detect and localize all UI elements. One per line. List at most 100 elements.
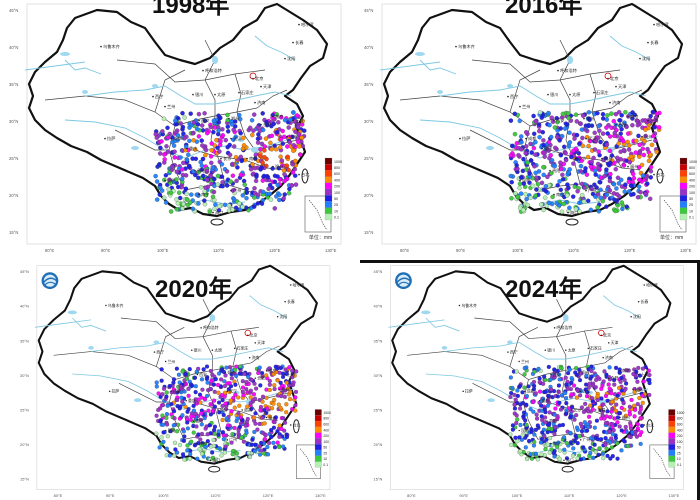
legend-swatch <box>314 409 322 416</box>
lat-tick: 30°N <box>374 373 383 378</box>
legend-swatch <box>679 207 688 214</box>
place-label: 济南 <box>612 99 620 106</box>
place-label: 郑州 <box>231 115 239 122</box>
legend-swatch <box>324 170 333 177</box>
lon-tick: 120°E <box>616 493 627 498</box>
place-label: 哈尔滨 <box>646 282 658 287</box>
place-label: 成都 <box>173 389 181 394</box>
river <box>64 59 102 75</box>
province-boundary <box>193 401 278 421</box>
place-label: 台北 <box>646 422 654 427</box>
place-label: 重庆 <box>544 145 553 152</box>
place-label: 西安 <box>199 372 207 377</box>
place-label: 哈尔滨 <box>301 21 314 28</box>
river <box>439 85 647 105</box>
legend-label: 800 <box>677 417 683 421</box>
lat-tick: 45°N <box>364 8 373 13</box>
place-label: 合肥 <box>257 376 265 381</box>
legend-label: 800 <box>334 166 340 170</box>
legend-label: 25 <box>334 203 338 207</box>
lon-tick: 130°E <box>315 493 326 498</box>
place-label: 海口 <box>570 209 578 216</box>
place-label: 太原 <box>572 91 580 98</box>
place-label: 太原 <box>214 348 222 353</box>
place-label: 重庆 <box>188 398 196 403</box>
place-label: 拉萨 <box>465 389 473 394</box>
place-label: 天津 <box>611 340 619 345</box>
legend-swatch <box>679 201 688 208</box>
place-label: 合肥 <box>618 121 627 128</box>
lat-tick: 45°N <box>20 269 29 274</box>
lon-tick: 120°E <box>263 493 274 498</box>
place-label: 杭州 <box>644 133 652 140</box>
lon-tick: 100°E <box>512 493 523 498</box>
province-boundary <box>256 89 288 109</box>
legend-swatch <box>314 444 322 451</box>
province-boundary <box>156 327 185 367</box>
place-label: 兰州 <box>521 359 529 364</box>
province-boundary <box>116 59 266 83</box>
map-panel-2: 乌鲁木齐 呼和浩特 北京 天津 沈阳 长春 哈尔滨 石家庄 太原 济南 西宁 兰州 银川 西安 郑州 合肥 南京… <box>360 0 700 255</box>
place-label: 长春 <box>287 299 295 304</box>
lon-tick: 90°E <box>459 493 468 498</box>
lat-tick: 25°N <box>9 156 18 161</box>
place-label: 兰州 <box>168 359 176 364</box>
place-label: 南昌 <box>244 407 252 412</box>
legend-label: 600 <box>323 423 329 427</box>
legend-label: 25 <box>323 451 327 455</box>
legend-swatch <box>679 176 688 183</box>
unit-label: 单位：mm <box>308 235 333 241</box>
legend: 1000 800 600 400 200 100 50 25 10 0.1 <box>324 157 342 221</box>
legend-swatch <box>679 164 688 171</box>
legend-label: 100 <box>334 191 340 195</box>
place-label: 南京 <box>268 368 276 373</box>
river <box>425 317 460 332</box>
place-label: 天津 <box>257 340 265 345</box>
province-boundary <box>230 330 237 367</box>
province-boundary <box>44 95 176 127</box>
province-boundary <box>559 79 571 116</box>
legend-swatch <box>668 438 676 445</box>
place-label: 台北 <box>293 422 301 427</box>
lat-tick: 40°N <box>9 45 18 50</box>
place-label: 呼和浩特 <box>560 67 577 74</box>
legend-swatch <box>679 188 688 196</box>
legend-label: 1000 <box>677 411 685 415</box>
legend-swatch <box>324 164 333 171</box>
place-label: 兰州 <box>522 103 530 109</box>
legend-label: 600 <box>689 172 695 176</box>
place-label: 武汉 <box>233 135 242 142</box>
place-label: 台北 <box>656 171 665 178</box>
legend-label: 800 <box>323 417 329 421</box>
place-label: 呼和浩特 <box>557 325 573 330</box>
river <box>609 35 651 61</box>
lat-tick: 35°N <box>20 338 29 343</box>
place-label: 拉萨 <box>112 389 120 394</box>
place-label: 长春 <box>641 299 649 304</box>
lat-tick: 30°N <box>364 119 373 124</box>
legend-label: 10 <box>689 209 693 213</box>
legend-swatch <box>668 449 676 456</box>
place-label: 乌鲁木齐 <box>458 43 476 50</box>
place-label: 郑州 <box>227 370 235 375</box>
lon-tick: 80°E <box>407 493 416 498</box>
legend-label: 800 <box>689 166 695 170</box>
lat-tick: 35°N <box>374 338 383 343</box>
legend-swatch <box>668 420 676 427</box>
province-boundary <box>120 317 260 339</box>
lat-tick: 20°N <box>374 442 383 447</box>
place-label: 成都 <box>527 389 535 394</box>
lat-tick: 40°N <box>20 304 29 309</box>
legend-label: 50 <box>334 197 338 201</box>
legend-swatch <box>668 455 676 462</box>
place-label: 昆明 <box>168 428 176 433</box>
place-label: 长春 <box>650 39 659 46</box>
place-label: 昆明 <box>167 178 175 184</box>
river <box>72 317 107 332</box>
legend-label: 1000 <box>323 411 331 415</box>
legend-label: 25 <box>689 203 693 207</box>
legend-label: 400 <box>677 428 683 432</box>
place-label: 重庆 <box>542 398 550 403</box>
lon-tick: 100°E <box>157 248 169 253</box>
